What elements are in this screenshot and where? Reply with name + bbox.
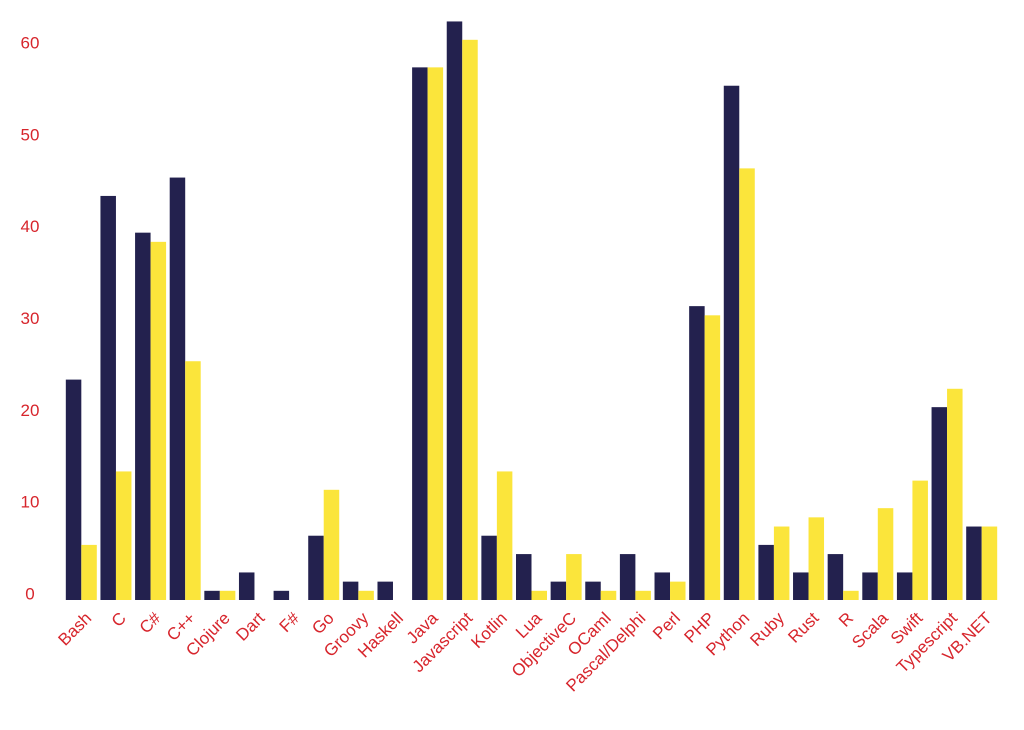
bar bbox=[600, 590, 617, 600]
bar bbox=[619, 554, 636, 600]
bar bbox=[185, 361, 201, 600]
bar bbox=[238, 572, 255, 600]
x-tick-label: Dart bbox=[232, 608, 268, 644]
y-tick-label: 40 bbox=[21, 217, 40, 236]
x-tick-label: Scala bbox=[848, 608, 892, 652]
bar bbox=[377, 581, 393, 600]
bar bbox=[566, 554, 582, 600]
y-tick-label: 30 bbox=[21, 309, 40, 328]
bar bbox=[516, 554, 532, 600]
bar bbox=[342, 581, 359, 600]
bar bbox=[981, 526, 998, 600]
bar bbox=[496, 471, 513, 600]
bar bbox=[150, 241, 167, 600]
bar bbox=[896, 572, 913, 600]
bar bbox=[689, 306, 705, 600]
bar bbox=[877, 508, 894, 600]
bar bbox=[273, 590, 290, 600]
x-tick-label: Bash bbox=[54, 609, 95, 650]
bar bbox=[115, 471, 132, 600]
x-tick-label: C# bbox=[136, 608, 165, 637]
bar bbox=[65, 379, 82, 600]
bar bbox=[862, 572, 878, 600]
bar bbox=[704, 315, 721, 600]
bar bbox=[204, 590, 220, 600]
bar bbox=[462, 39, 478, 601]
y-tick-label: 10 bbox=[21, 493, 40, 512]
bar bbox=[931, 407, 948, 600]
bar bbox=[843, 590, 859, 600]
bar bbox=[739, 168, 755, 600]
bar bbox=[219, 590, 236, 600]
bar bbox=[912, 480, 928, 600]
bar bbox=[135, 232, 151, 600]
bar bbox=[723, 85, 740, 600]
bar bbox=[758, 544, 774, 600]
bar bbox=[773, 526, 790, 600]
bar bbox=[358, 590, 374, 600]
bar bbox=[446, 21, 463, 600]
bar bbox=[654, 572, 671, 600]
x-tick-label: Ruby bbox=[746, 608, 788, 650]
bar bbox=[550, 581, 567, 600]
bar bbox=[323, 489, 340, 600]
bar bbox=[81, 544, 97, 600]
x-tick-label: C bbox=[108, 609, 130, 631]
bar bbox=[481, 535, 497, 600]
bar bbox=[947, 388, 963, 600]
x-tick-label: F# bbox=[276, 608, 304, 636]
bar bbox=[793, 572, 809, 600]
y-tick-label: 20 bbox=[21, 401, 40, 420]
bar bbox=[585, 581, 601, 600]
bar bbox=[808, 517, 825, 600]
x-tick-label: Kotlin bbox=[467, 609, 511, 653]
bar bbox=[169, 177, 186, 601]
bar bbox=[308, 535, 324, 600]
bar bbox=[531, 590, 547, 600]
y-tick-label: 50 bbox=[21, 125, 40, 144]
bar bbox=[412, 67, 428, 600]
bar bbox=[100, 195, 116, 600]
bar bbox=[966, 526, 982, 600]
y-tick-label: 0 bbox=[25, 584, 34, 603]
bar bbox=[670, 581, 686, 600]
x-tick-label: R bbox=[835, 609, 857, 631]
y-tick-label: 60 bbox=[21, 33, 40, 52]
x-tick-label: Perl bbox=[649, 609, 684, 644]
bar bbox=[827, 554, 844, 600]
x-tick-label: Rust bbox=[784, 608, 822, 646]
bar bbox=[635, 590, 651, 600]
bar bbox=[427, 67, 444, 600]
